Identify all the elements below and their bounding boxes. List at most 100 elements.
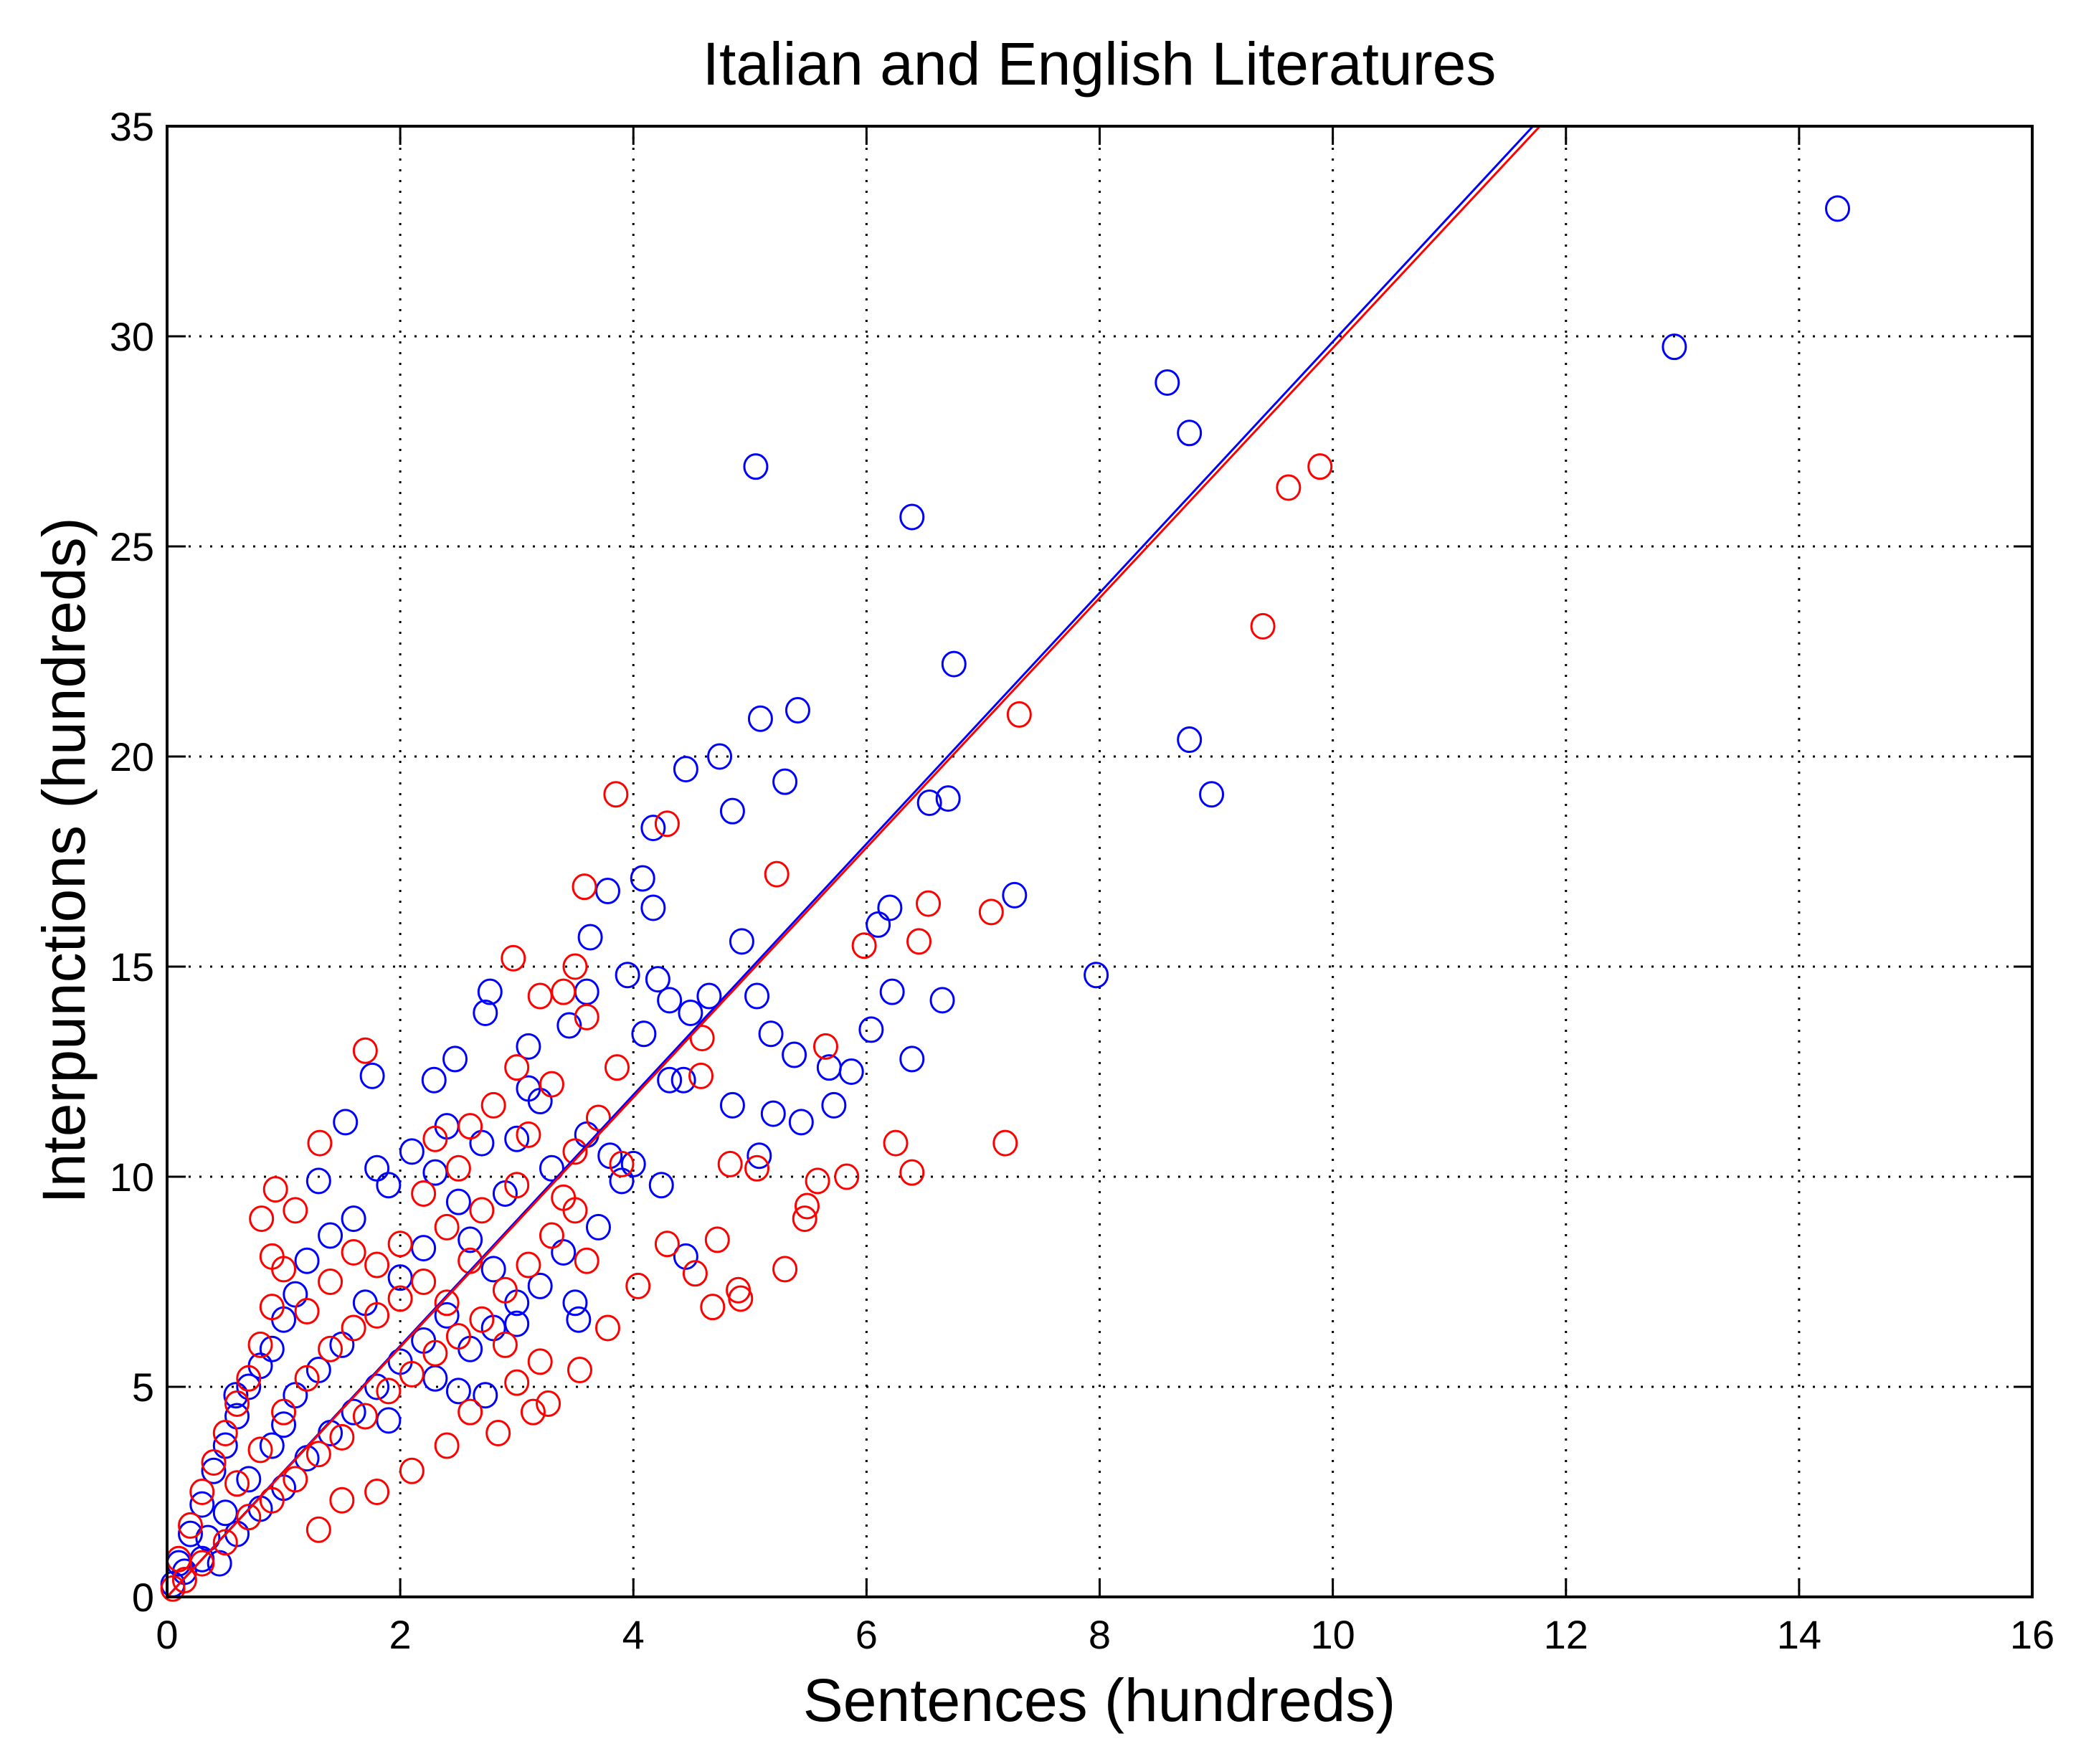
data-point [527, 982, 553, 1010]
data-point [387, 1230, 413, 1258]
data-point [305, 1167, 331, 1195]
data-point [594, 1314, 620, 1342]
data-point [422, 1125, 448, 1152]
data-point [883, 1129, 909, 1157]
data-point [719, 1091, 745, 1119]
data-point [603, 781, 629, 808]
data-point [574, 1247, 599, 1274]
data-point [577, 924, 603, 951]
data-point [445, 1154, 471, 1182]
data-point [236, 1504, 262, 1531]
data-point [352, 1403, 378, 1430]
data-point [729, 928, 754, 955]
data-point [376, 1172, 402, 1199]
data-point [364, 1301, 390, 1329]
data-point [283, 1382, 308, 1409]
data-point [539, 1071, 564, 1098]
data-point [719, 797, 745, 825]
data-point [657, 1066, 683, 1094]
data-points [160, 195, 1851, 1602]
x-tick-label: 0 [156, 1612, 178, 1657]
data-point [743, 453, 769, 480]
x-tick-label: 14 [1777, 1612, 1821, 1657]
data-point [585, 1213, 611, 1241]
data-point [929, 987, 955, 1014]
data-point [259, 1243, 285, 1270]
data-point [700, 1294, 726, 1321]
y-tick-label: 5 [132, 1365, 154, 1410]
data-point [469, 1129, 495, 1157]
data-point [305, 1441, 331, 1468]
data-point [620, 1150, 646, 1177]
data-point [501, 944, 526, 972]
data-point [673, 756, 698, 783]
data-point [201, 1457, 227, 1484]
data-point [585, 1104, 611, 1132]
data-point [726, 1276, 752, 1304]
data-point [201, 1448, 227, 1476]
data-point [318, 1269, 343, 1295]
data-point [572, 873, 597, 901]
data-point [916, 890, 942, 917]
data-point [609, 1150, 635, 1177]
data-point [271, 1398, 297, 1426]
data-point [992, 1129, 1018, 1157]
data-point [838, 1058, 864, 1085]
data-point [283, 1466, 308, 1493]
data-point [788, 1109, 814, 1136]
data-point [458, 1113, 483, 1140]
data-point [283, 1197, 308, 1224]
data-point [784, 697, 810, 724]
data-point [562, 1138, 588, 1165]
data-point [259, 1432, 285, 1459]
data-point [262, 1176, 288, 1203]
data-point [717, 1150, 743, 1177]
data-point [341, 1238, 366, 1266]
data-point [341, 1205, 366, 1233]
data-point [631, 1020, 657, 1048]
data-point [536, 1390, 561, 1417]
data-point [747, 705, 773, 732]
data-point [696, 982, 722, 1010]
data-point [1276, 474, 1302, 501]
data-point [1177, 726, 1203, 754]
data-point [821, 1091, 847, 1119]
data-point [364, 1154, 390, 1182]
data-point [445, 1323, 471, 1350]
data-point [195, 1524, 221, 1552]
y-tick-label: 15 [110, 944, 154, 990]
data-point [1155, 369, 1180, 396]
data-point [935, 785, 961, 812]
data-point [458, 1398, 483, 1426]
data-point [567, 1357, 592, 1384]
data-point [539, 1154, 564, 1182]
data-point [978, 898, 1004, 926]
data-point [359, 1062, 385, 1089]
data-point [469, 1306, 495, 1333]
data-point [333, 1109, 359, 1136]
data-point [527, 1348, 553, 1375]
data-point [877, 894, 903, 921]
data-point [562, 1289, 588, 1317]
data-point [259, 1486, 285, 1514]
data-point [1662, 333, 1687, 361]
data-point [851, 932, 877, 959]
data-point [480, 1091, 506, 1119]
data-point [307, 1129, 333, 1157]
data-point [1084, 962, 1109, 989]
data-point [236, 1365, 262, 1392]
data-point [504, 1125, 530, 1152]
y-tick-label: 10 [110, 1154, 154, 1200]
data-point [879, 978, 905, 1005]
data-point [434, 1301, 460, 1329]
data-point [728, 1285, 754, 1312]
data-point [223, 1382, 249, 1409]
data-point [673, 1243, 698, 1270]
data-point [520, 1398, 546, 1426]
data-point [758, 1020, 784, 1048]
data-point [574, 978, 599, 1005]
data-point [305, 1516, 331, 1543]
data-point [657, 987, 683, 1014]
data-point [551, 1184, 577, 1211]
